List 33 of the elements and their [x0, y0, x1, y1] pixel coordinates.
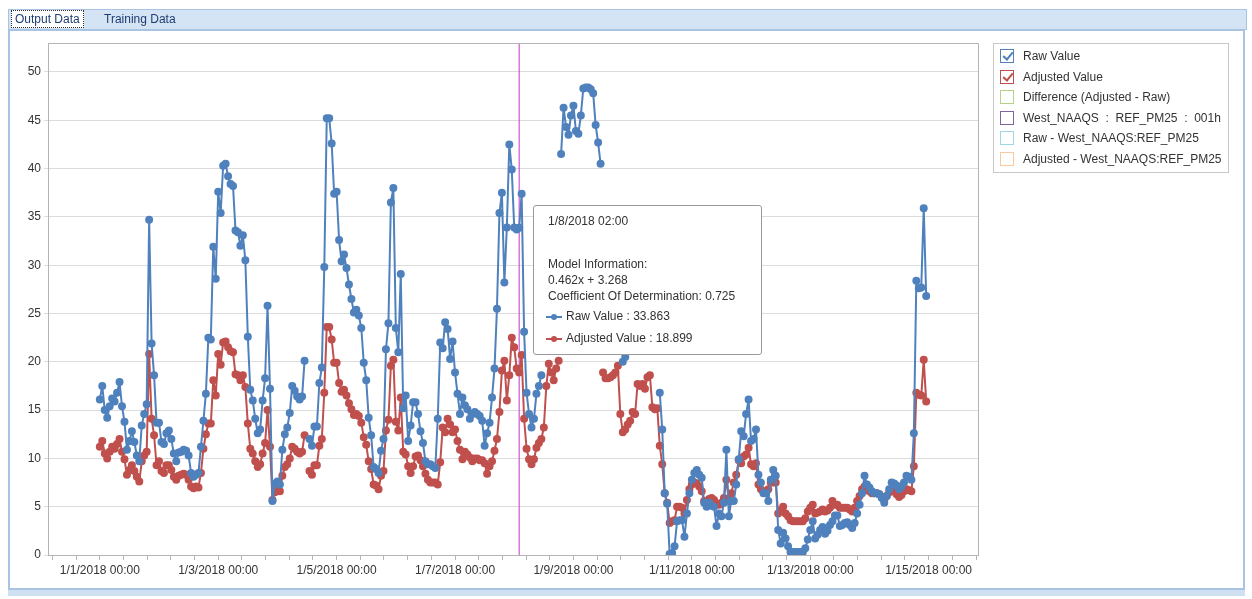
- x-tick-label: 1/13/2018 00:00: [766, 562, 854, 577]
- y-tick-label: 30: [27, 257, 42, 272]
- y-tick-label: 35: [27, 209, 42, 224]
- y-tick-label: 15: [27, 402, 42, 417]
- legend-label: Adjusted Value: [1023, 69, 1103, 84]
- legend-label: Raw Value: [1023, 49, 1081, 64]
- annotation: 1/8/2018 02:00: [548, 214, 629, 228]
- x-tick-label: 1/9/2018 00:00: [533, 562, 614, 577]
- y-tick-label: 25: [27, 305, 42, 320]
- x-tick-label: 1/3/2018 00:00: [178, 562, 259, 577]
- legend-label: West_NAAQS : REF_PM25 : 001h: [1023, 110, 1221, 125]
- y-tick-label: 50: [27, 64, 42, 79]
- y-tick-label: 20: [27, 354, 42, 369]
- text: Training Data: [103, 11, 177, 27]
- y-tick-label: 0: [34, 547, 42, 562]
- annotation: Coefficient Of Determination: 0.725: [548, 289, 736, 303]
- x-tick-label: 1/15/2018 00:00: [885, 562, 973, 577]
- y-tick-label: 45: [27, 112, 42, 127]
- annotation: Adjusted Value : 18.899: [565, 331, 693, 345]
- text: Output Data: [11, 10, 84, 28]
- x-tick-label: 1/7/2018 00:00: [414, 562, 496, 577]
- y-tick-label: 10: [27, 450, 42, 465]
- x-tick-label: 1/11/2018 00:00: [648, 562, 736, 577]
- legend-label: Adjusted - West_NAAQS:REF_PM25: [1023, 151, 1222, 166]
- x-tick-label: 1/1/2018 00:00: [59, 562, 141, 577]
- legend-label: Difference (Adjusted - Raw): [1023, 90, 1171, 105]
- y-tick-label: 40: [27, 160, 42, 175]
- x-tick-label: 1/5/2018 00:00: [296, 562, 377, 577]
- y-tick-label: 5: [34, 499, 42, 514]
- annotation: Model Information:: [548, 257, 648, 271]
- legend-label: Raw - West_NAAQS:REF_PM25: [1023, 131, 1199, 146]
- annotation: 0.462x + 3.268: [548, 273, 628, 287]
- annotation: Raw Value : 33.863: [565, 309, 670, 323]
